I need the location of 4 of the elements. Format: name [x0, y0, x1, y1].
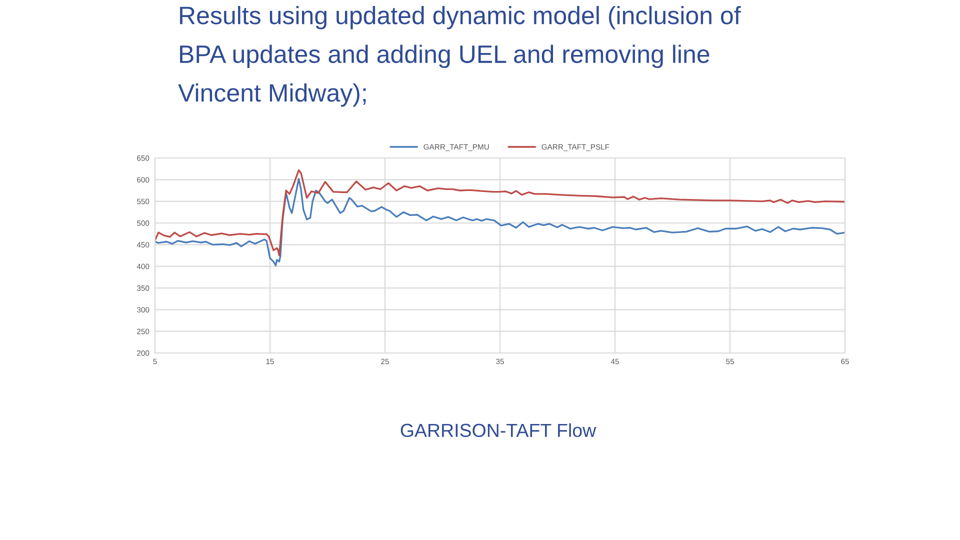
text: GARRISON-TAFT Flow	[400, 423, 596, 438]
line-series	[155, 178, 845, 266]
chart-title: Results using updated dynamic model (inclusion of BPA updates and adding UEL and removing line Vincent Midway);	[178, 6, 741, 107]
line-series	[155, 169, 845, 256]
